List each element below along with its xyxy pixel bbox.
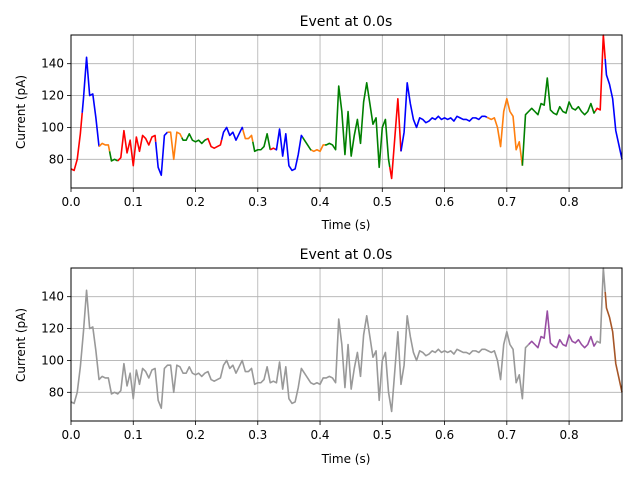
y-tick-label: 140	[41, 57, 64, 71]
x-tick-label: 0.8	[560, 428, 579, 442]
trace-segment	[98, 142, 111, 152]
trace-segment	[269, 147, 276, 151]
top-chart-ticks: 0.0 0.1 0.2 0.3 0.4 0.5 0.6 0.7 0.8 80 100 120 140	[41, 57, 579, 209]
top-chart-frame	[70, 34, 623, 189]
x-tick-label: 0.1	[124, 428, 143, 442]
x-tick-label: 0.2	[186, 428, 205, 442]
trace-segment	[301, 136, 312, 151]
bottom-chart-ticks: 0.0 0.1 0.2 0.3 0.4 0.5 0.6 0.7 0.8 80 100 120 140	[41, 290, 579, 442]
y-tick-label: 80	[49, 385, 64, 399]
x-tick-label: 0.3	[248, 195, 267, 209]
bottom-chart-trace	[70, 267, 623, 413]
top-chart: Event at 0.0s 0.0 0.1 0.2 0.3 0.4 0.5 0.6 0.7 0.…	[14, 14, 623, 232]
trace-segment	[521, 77, 596, 166]
y-tick-label: 140	[41, 290, 64, 304]
trace-segment	[310, 144, 326, 153]
x-tick-label: 0.7	[497, 428, 516, 442]
trace-segment	[242, 129, 254, 142]
top-chart-trace	[70, 34, 623, 180]
trace-segment	[604, 58, 623, 160]
x-tick-label: 0.5	[373, 195, 392, 209]
bottom-chart: Event at 0.0s 0.0 0.1 0.2 0.3 0.4 0.5 0.6 0.7 0.…	[14, 247, 623, 466]
trace-segment	[604, 291, 623, 393]
trace-segment	[252, 133, 272, 153]
y-tick-label: 80	[49, 152, 64, 166]
y-tick-label: 100	[41, 353, 64, 367]
trace-segment	[154, 131, 169, 177]
trace-segment	[117, 129, 157, 167]
trace-segment	[206, 137, 223, 149]
trace-segment	[528, 310, 597, 349]
x-tick-label: 0.5	[373, 428, 392, 442]
x-tick-label: 0.7	[497, 195, 516, 209]
trace-segment	[595, 267, 606, 344]
trace-segment	[70, 289, 530, 413]
x-tick-label: 0.0	[61, 195, 80, 209]
trace-segment	[486, 97, 524, 166]
trace-segment	[594, 34, 606, 112]
x-tick-label: 0.0	[61, 428, 80, 442]
trace-segment	[108, 151, 119, 162]
trace-segment	[388, 97, 402, 180]
x-tick-label: 0.3	[248, 428, 267, 442]
trace-segment	[81, 56, 100, 147]
top-chart-ylabel: Current (pA)	[14, 75, 28, 149]
bottom-chart-title: Event at 0.0s	[300, 247, 393, 263]
trace-segment	[167, 131, 183, 161]
bottom-chart-ylabel: Current (pA)	[14, 308, 28, 382]
trace-segment	[220, 126, 244, 141]
x-tick-label: 0.4	[310, 195, 329, 209]
bottom-chart-frame	[70, 267, 623, 422]
trace-segment	[400, 82, 488, 152]
x-tick-label: 0.4	[310, 428, 329, 442]
trace-segment	[274, 128, 304, 172]
bottom-chart-xlabel: Time (s)	[321, 452, 371, 466]
top-chart-xlabel: Time (s)	[321, 218, 371, 232]
y-tick-label: 120	[41, 89, 64, 103]
x-tick-label: 0.8	[560, 195, 579, 209]
top-chart-title: Event at 0.0s	[300, 14, 393, 30]
x-tick-label: 0.6	[435, 428, 454, 442]
y-tick-label: 100	[41, 120, 64, 134]
trace-segment	[70, 112, 84, 172]
trace-segment	[325, 82, 391, 169]
top-chart-grid	[70, 35, 622, 188]
trace-segment	[181, 133, 208, 145]
x-tick-label: 0.2	[186, 195, 205, 209]
x-tick-label: 0.1	[124, 195, 143, 209]
y-tick-label: 120	[41, 322, 64, 336]
x-tick-label: 0.6	[435, 195, 454, 209]
